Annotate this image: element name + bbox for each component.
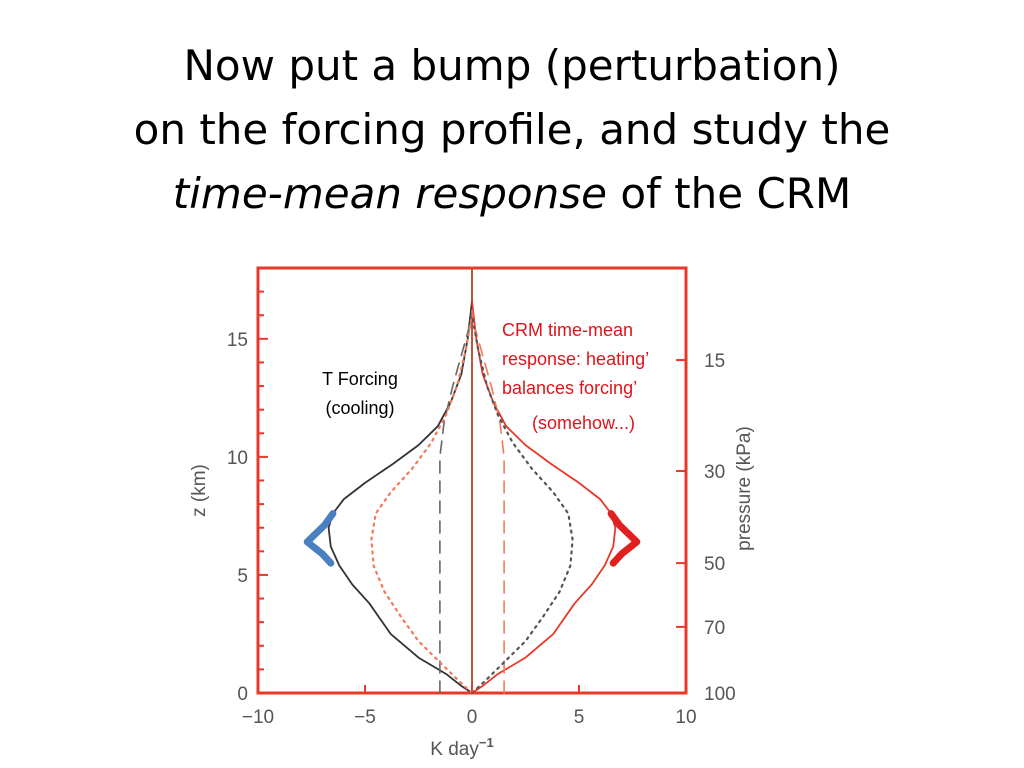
series-heating-dotted — [470, 314, 574, 695]
annotation-crm-response: response: heating’ — [502, 349, 649, 369]
annotation-cooling: (cooling) — [325, 398, 394, 418]
series-cooling-bump — [303, 510, 337, 567]
x-tick-label: 5 — [574, 707, 585, 728]
annotation-crm-response: CRM time-mean — [502, 320, 633, 340]
slide-title: Now put a bump (perturbation) on the for… — [0, 34, 1024, 226]
pressure-tick-label: 15 — [704, 351, 725, 372]
title-line-1: Now put a bump (perturbation) — [183, 41, 841, 90]
series-cooling-perturbation — [439, 309, 473, 694]
y-tick-label: 10 — [227, 448, 248, 469]
x-axis-label: K day−1 — [430, 735, 493, 760]
y-axis-label: z (km) — [189, 464, 210, 517]
pressure-tick-label: 100 — [704, 684, 736, 705]
pressure-tick-label: 70 — [704, 618, 725, 639]
title-line-3-rest: of the CRM — [606, 169, 852, 218]
x-tick-label: −5 — [354, 707, 376, 728]
pressure-tick-label: 30 — [704, 462, 725, 483]
title-line-2: on the forcing profile, and study the — [133, 105, 891, 154]
x-tick-label: 0 — [467, 707, 478, 728]
pressure-axis-label: pressure (kPa) — [734, 426, 755, 551]
series-heating-perturbation — [471, 309, 505, 694]
x-axis-label-superscript: −1 — [479, 735, 494, 750]
series-cooling-response — [370, 314, 474, 695]
title-line-3-italic: time-mean response — [172, 169, 607, 218]
title-line-3: time-mean response of the CRM — [0, 162, 1024, 226]
x-tick-label: 10 — [675, 707, 696, 728]
x-tick-label: −10 — [242, 707, 274, 728]
annotation-crm-response: balances forcing’ — [502, 378, 637, 398]
y-tick-label: 15 — [227, 330, 248, 351]
annotation-crm-response: (somehow...) — [532, 413, 635, 433]
ticks-group — [257, 290, 687, 694]
annotation-cooling: T Forcing — [322, 369, 398, 389]
y-tick-label: 0 — [237, 684, 248, 705]
series-cooling-forcing — [327, 300, 473, 694]
y-tick-label: 5 — [237, 566, 248, 587]
annotations-group: T Forcing (cooling) CRM time-mean response:… — [322, 320, 649, 433]
pressure-tick-label: 50 — [704, 554, 725, 575]
series-heating-bump — [607, 510, 641, 567]
series-group — [303, 300, 641, 695]
